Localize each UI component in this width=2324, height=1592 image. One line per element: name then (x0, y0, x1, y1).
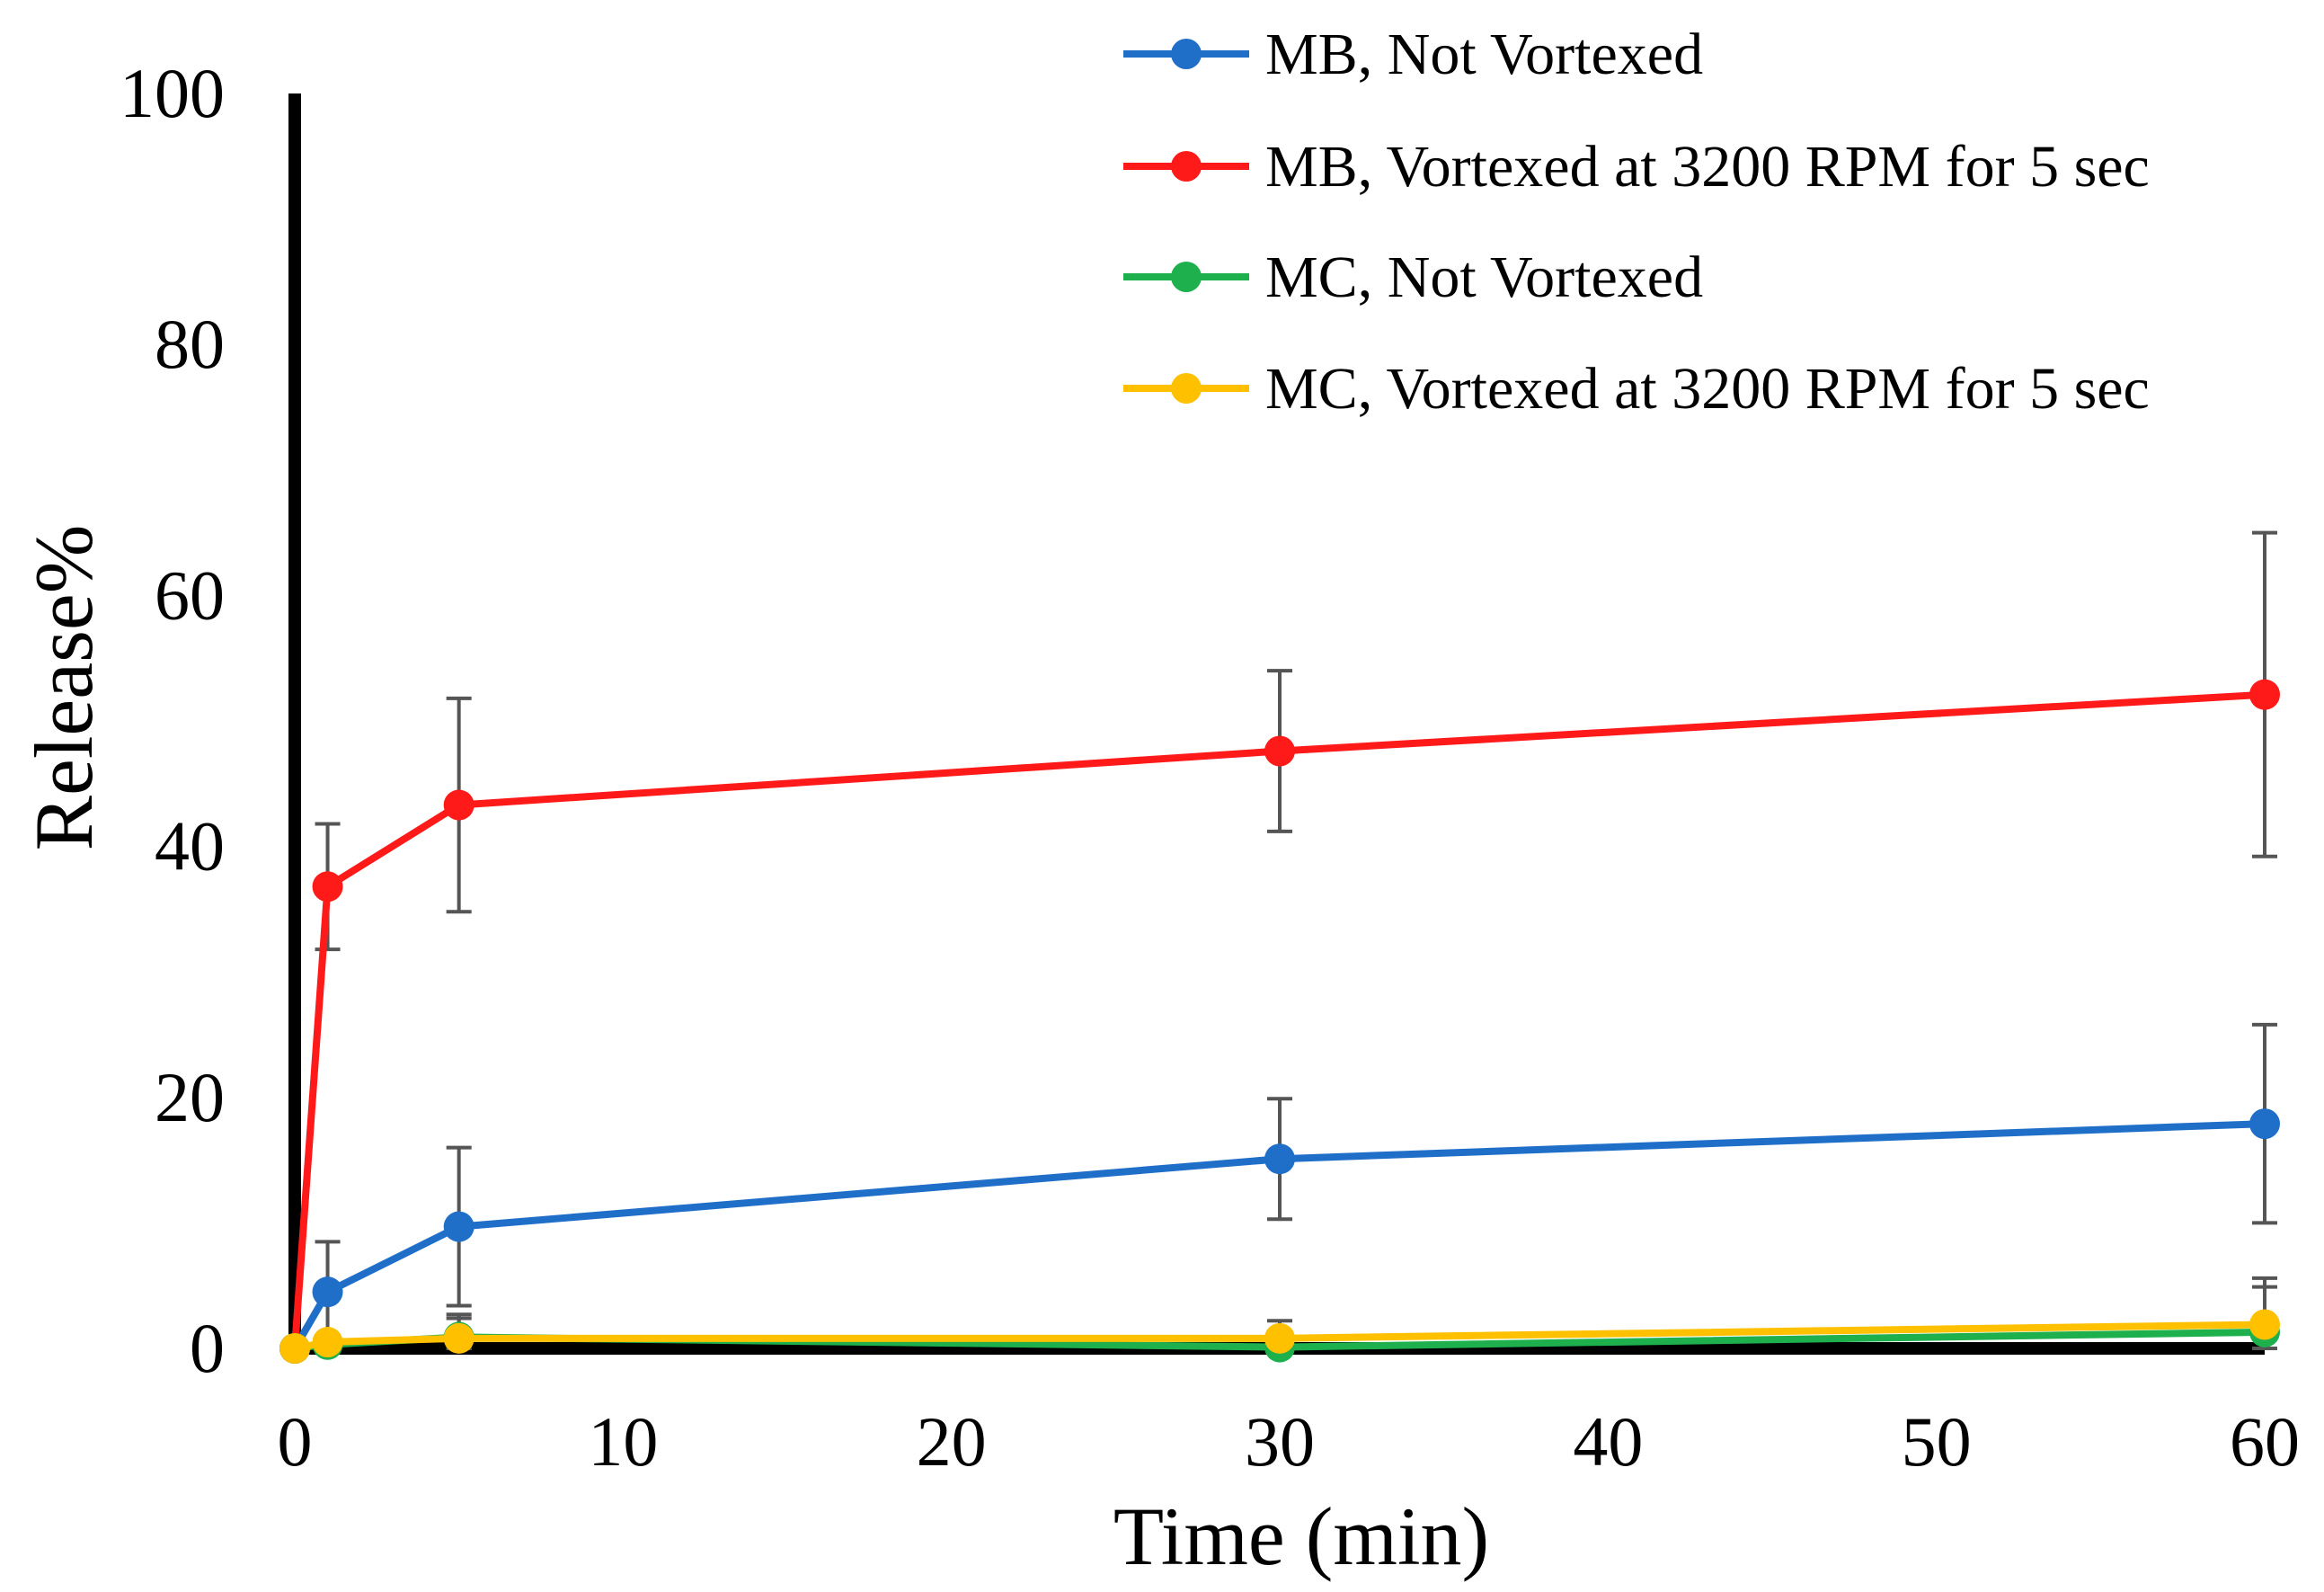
x-tick-label: 60 (2230, 1402, 2300, 1481)
x-tick-label: 30 (1245, 1402, 1315, 1481)
data-point (443, 789, 475, 821)
data-point (312, 871, 343, 903)
y-tick-label: 80 (155, 305, 225, 383)
y-tick-label: 100 (120, 54, 225, 132)
data-point (2249, 1108, 2280, 1140)
legend: MB, Not Vortexed MB, Vortexed at 3200 RPM… (1123, 22, 2150, 422)
legend-swatch-marker (1171, 262, 1202, 292)
data-point (2249, 1309, 2280, 1340)
data-point (443, 1211, 475, 1242)
legend-swatch-marker (1171, 39, 1202, 69)
x-tick-label: 50 (1902, 1402, 1972, 1481)
legend-swatch-marker (1171, 373, 1202, 404)
legend-item: MC, Vortexed at 3200 RPM for 5 sec (1123, 356, 2150, 422)
legend-label: MC, Not Vortexed (1265, 245, 1703, 310)
y-tick-label: 20 (155, 1058, 225, 1136)
y-tick-label: 60 (155, 556, 225, 634)
legend-swatch-marker (1171, 151, 1202, 182)
data-point (443, 1322, 475, 1354)
legend-item: MB, Not Vortexed (1123, 22, 1703, 87)
data-point (1264, 1143, 1295, 1175)
data-point (312, 1276, 343, 1308)
data-point (1264, 735, 1295, 767)
series-layer (279, 679, 2280, 1364)
y-axis-title: Release% (18, 525, 110, 851)
x-tick-label: 10 (588, 1402, 658, 1481)
y-tick-label: 40 (155, 807, 225, 885)
legend-label: MB, Not Vortexed (1265, 22, 1703, 87)
legend-label: MB, Vortexed at 3200 RPM for 5 sec (1265, 134, 2150, 200)
legend-item: MC, Not Vortexed (1123, 245, 1703, 310)
legend-item: MB, Vortexed at 3200 RPM for 5 sec (1123, 134, 2150, 200)
legend-label: MC, Vortexed at 3200 RPM for 5 sec (1265, 356, 2150, 422)
errorbar-layer (315, 530, 2277, 1350)
axes-layer: 0 20 40 60 80 100 0 10 20 30 40 50 60 (120, 54, 2300, 1481)
data-point (1264, 1322, 1295, 1354)
series-4 (279, 1309, 2280, 1364)
x-axis-title: Time (min) (1113, 1490, 1489, 1582)
data-point (279, 1333, 310, 1364)
x-tick-label: 0 (278, 1402, 313, 1481)
data-point (2249, 679, 2280, 710)
x-tick-label: 40 (1573, 1402, 1643, 1481)
y-tick-label: 0 (190, 1309, 225, 1387)
x-tick-label: 20 (917, 1402, 987, 1481)
data-point (312, 1327, 343, 1358)
